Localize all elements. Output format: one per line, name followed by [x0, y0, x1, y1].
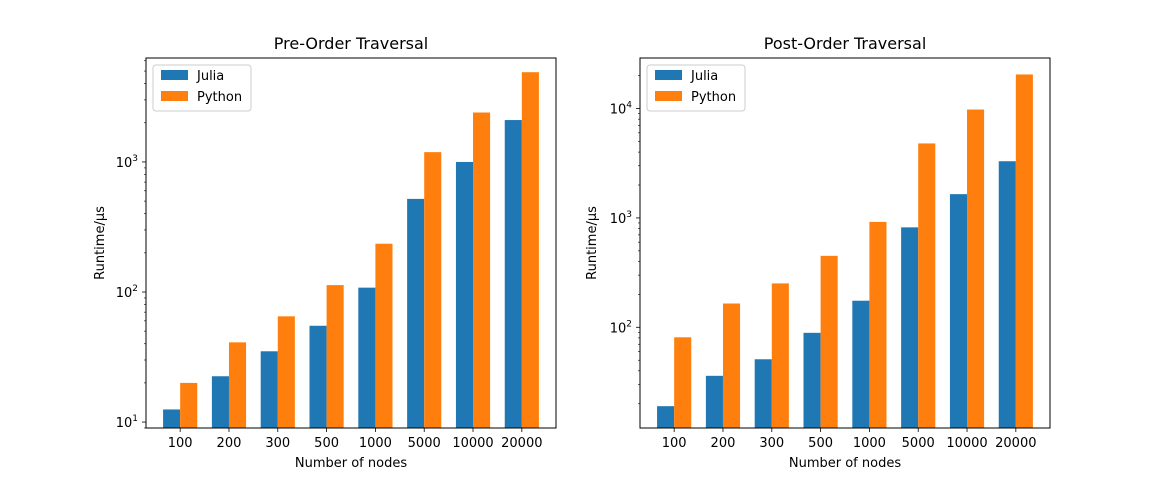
y-tick-base: 10	[116, 286, 133, 301]
y-axis-label: Runtime/µs	[93, 206, 108, 280]
legend: Julia Python	[646, 64, 746, 112]
legend-label-julia: Julia	[690, 69, 718, 84]
chart-title: Pre-Order Traversal	[274, 34, 429, 53]
plot-frame	[145, 57, 557, 429]
legend: Julia Python	[152, 64, 252, 112]
legend-label-python: Python	[691, 90, 736, 105]
x-ticks: 100 200 300 500 1000 5000 10000 20000	[168, 428, 543, 451]
chart-post-order: Post-Order Traversal Number of nodes Run…	[585, 34, 1051, 471]
x-tick-label: 10000	[946, 436, 987, 451]
bar-python-5000	[918, 143, 936, 428]
bar-julia-5000	[407, 198, 425, 428]
x-tick-label: 100	[662, 436, 687, 451]
x-tick-label: 200	[217, 436, 242, 451]
bars	[657, 74, 1033, 429]
bar-julia-20000	[998, 161, 1016, 429]
x-tick-label: 20000	[995, 436, 1036, 451]
y-tick-exponent: 3	[626, 210, 632, 220]
bar-julia-5000	[901, 227, 919, 428]
y-tick-exponent: 3	[132, 154, 138, 164]
bar-python-1000	[375, 243, 393, 428]
legend-swatch-python	[655, 91, 682, 101]
bar-julia-20000	[504, 120, 522, 429]
bar-julia-200	[211, 376, 229, 428]
bar-python-5000	[424, 152, 442, 428]
legend-swatch-julia	[655, 70, 682, 80]
x-tick-label: 1000	[359, 436, 392, 451]
x-tick-label: 300	[759, 436, 784, 451]
legend-swatch-python	[161, 91, 188, 101]
x-axis-label: Number of nodes	[295, 456, 407, 471]
bar-julia-100	[657, 406, 675, 428]
y-tick-base: 10	[610, 103, 627, 118]
y-tick-base: 10	[610, 212, 627, 227]
bar-python-200	[228, 342, 247, 428]
bar-python-100	[674, 337, 692, 428]
bar-python-1000	[869, 221, 887, 428]
bar-julia-100	[163, 409, 181, 428]
bar-julia-300	[260, 351, 278, 428]
bar-python-500	[326, 285, 344, 428]
plot-frame	[639, 57, 1051, 429]
chart-title: Post-Order Traversal	[764, 34, 927, 53]
bar-python-200	[722, 303, 741, 428]
bar-python-300	[771, 283, 789, 428]
bar-python-20000	[1015, 74, 1033, 428]
x-tick-label: 10000	[452, 436, 493, 451]
bar-julia-1000	[358, 287, 376, 428]
legend-swatch-julia	[161, 70, 188, 80]
bar-python-500	[820, 255, 838, 428]
x-tick-label: 100	[168, 436, 193, 451]
x-tick-label: 500	[314, 436, 339, 451]
x-tick-label: 300	[265, 436, 290, 451]
y-tick-label: 101	[116, 414, 138, 431]
bar-julia-10000	[455, 161, 474, 428]
y-tick-label: 104	[610, 101, 633, 118]
y-tick-exponent: 4	[626, 101, 632, 111]
x-axis-label: Number of nodes	[789, 456, 901, 471]
chart-pre-order: Pre-Order Traversal Number of nodes Runt…	[93, 34, 557, 471]
bar-julia-300	[754, 359, 772, 428]
bar-julia-500	[803, 332, 821, 428]
y-tick-label: 103	[610, 210, 632, 227]
y-tick-label: 102	[610, 319, 632, 336]
x-tick-label: 200	[711, 436, 736, 451]
bars	[163, 72, 539, 429]
x-tick-label: 5000	[902, 436, 935, 451]
x-tick-label: 1000	[853, 436, 886, 451]
bar-python-10000	[473, 112, 491, 428]
bar-julia-1000	[852, 300, 870, 428]
x-tick-label: 20000	[501, 436, 542, 451]
bar-julia-500	[309, 325, 327, 428]
bar-python-100	[180, 382, 198, 428]
y-tick-exponent: 2	[626, 319, 632, 329]
y-axis-label: Runtime/µs	[585, 206, 600, 280]
y-tick-base: 10	[610, 321, 627, 336]
y-tick-base: 10	[116, 416, 133, 431]
legend-label-python: Python	[197, 90, 242, 105]
bar-python-300	[277, 316, 295, 428]
bar-julia-10000	[949, 194, 968, 428]
x-ticks: 100 200 300 500 1000 5000 10000 20000	[662, 428, 1037, 451]
y-tick-label: 102	[116, 284, 138, 301]
bar-python-20000	[521, 72, 539, 428]
bar-python-10000	[967, 109, 985, 428]
y-tick-base: 10	[116, 156, 133, 171]
bar-julia-200	[705, 375, 723, 428]
x-tick-label: 500	[808, 436, 833, 451]
y-tick-exponent: 1	[132, 414, 138, 424]
x-tick-label: 5000	[408, 436, 441, 451]
legend-label-julia: Julia	[196, 69, 224, 84]
y-tick-label: 103	[116, 154, 138, 171]
y-tick-exponent: 2	[132, 284, 138, 294]
